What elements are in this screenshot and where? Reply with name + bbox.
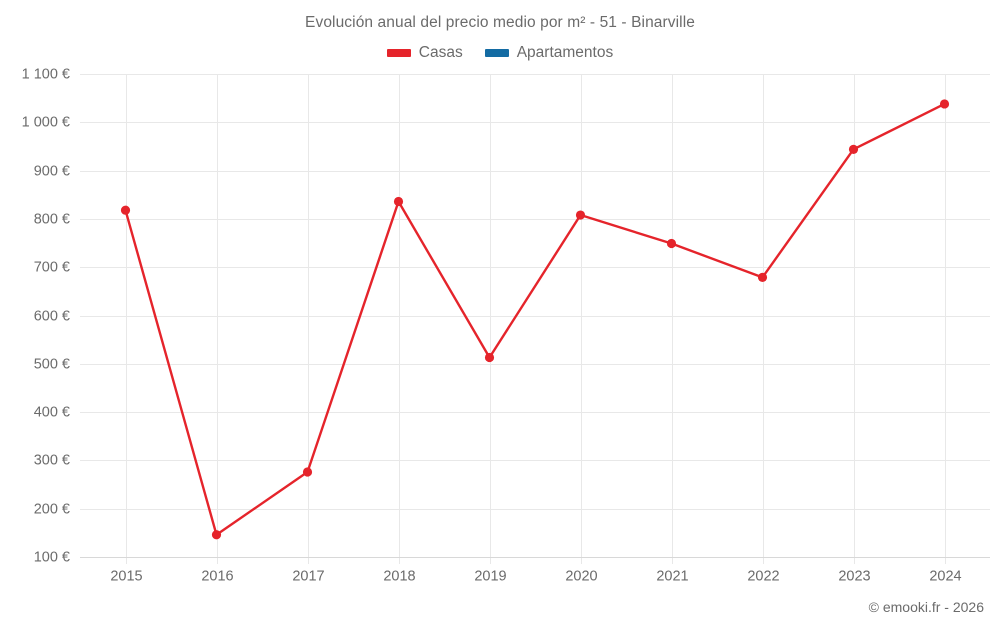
legend-swatch-apartamentos: [484, 49, 509, 57]
legend-item-casas[interactable]: Casas: [386, 44, 463, 62]
x-axis-tick-label: 2023: [838, 569, 870, 585]
data-point-casas[interactable]: [666, 238, 677, 249]
data-point-casas[interactable]: [575, 210, 586, 220]
x-axis-tick-label: 2015: [110, 569, 142, 585]
legend-label-apartamentos: Apartamentos: [516, 44, 614, 61]
x-axis-tick-label: 2018: [383, 569, 415, 585]
series-line-casas: [124, 102, 946, 536]
data-point-casas[interactable]: [120, 205, 131, 215]
data-point-casas[interactable]: [848, 144, 859, 154]
x-axis-tick-label: 2020: [565, 569, 597, 585]
chart-legend: Casas Apartamentos: [0, 44, 1000, 62]
data-point-casas[interactable]: [302, 467, 313, 477]
footer-credit: © emooki.fr - 2026: [868, 599, 984, 615]
data-point-casas[interactable]: [939, 99, 950, 109]
x-axis-tick-label: 2016: [201, 569, 233, 585]
y-axis-tick-label: 200 €: [34, 501, 70, 517]
legend-swatch-casas: [386, 49, 411, 57]
y-axis-tick-label: 100 €: [34, 549, 70, 565]
y-axis-tick-label: 1 000 €: [22, 114, 70, 130]
y-axis-tick-label: 600 €: [34, 308, 70, 324]
data-point-casas[interactable]: [757, 272, 768, 282]
data-point-casas[interactable]: [211, 530, 222, 540]
data-point-casas[interactable]: [393, 196, 404, 207]
x-axis-tick-label: 2021: [656, 569, 688, 585]
y-axis-tick-label: 500 €: [34, 356, 70, 372]
legend-label-casas: Casas: [418, 44, 463, 61]
x-axis-tick-label: 2019: [474, 569, 506, 585]
data-point-casas[interactable]: [484, 352, 495, 363]
y-axis-tick-label: 300 €: [34, 452, 70, 468]
y-axis-tick-label: 800 €: [34, 211, 70, 227]
x-axis-tick-label: 2022: [747, 569, 779, 585]
y-axis-tick-label: 400 €: [34, 404, 70, 420]
y-axis-tick-label: 1 100 €: [22, 66, 70, 82]
x-axis-tick-label: 2024: [929, 569, 961, 585]
x-axis-tick-label: 2017: [292, 569, 324, 585]
chart-title: Evolución anual del precio medio por m² …: [305, 14, 695, 31]
y-axis-tick-label: 700 €: [34, 259, 70, 275]
y-axis-tick-label: 900 €: [34, 163, 70, 179]
legend-item-apartamentos[interactable]: Apartamentos: [484, 44, 614, 62]
